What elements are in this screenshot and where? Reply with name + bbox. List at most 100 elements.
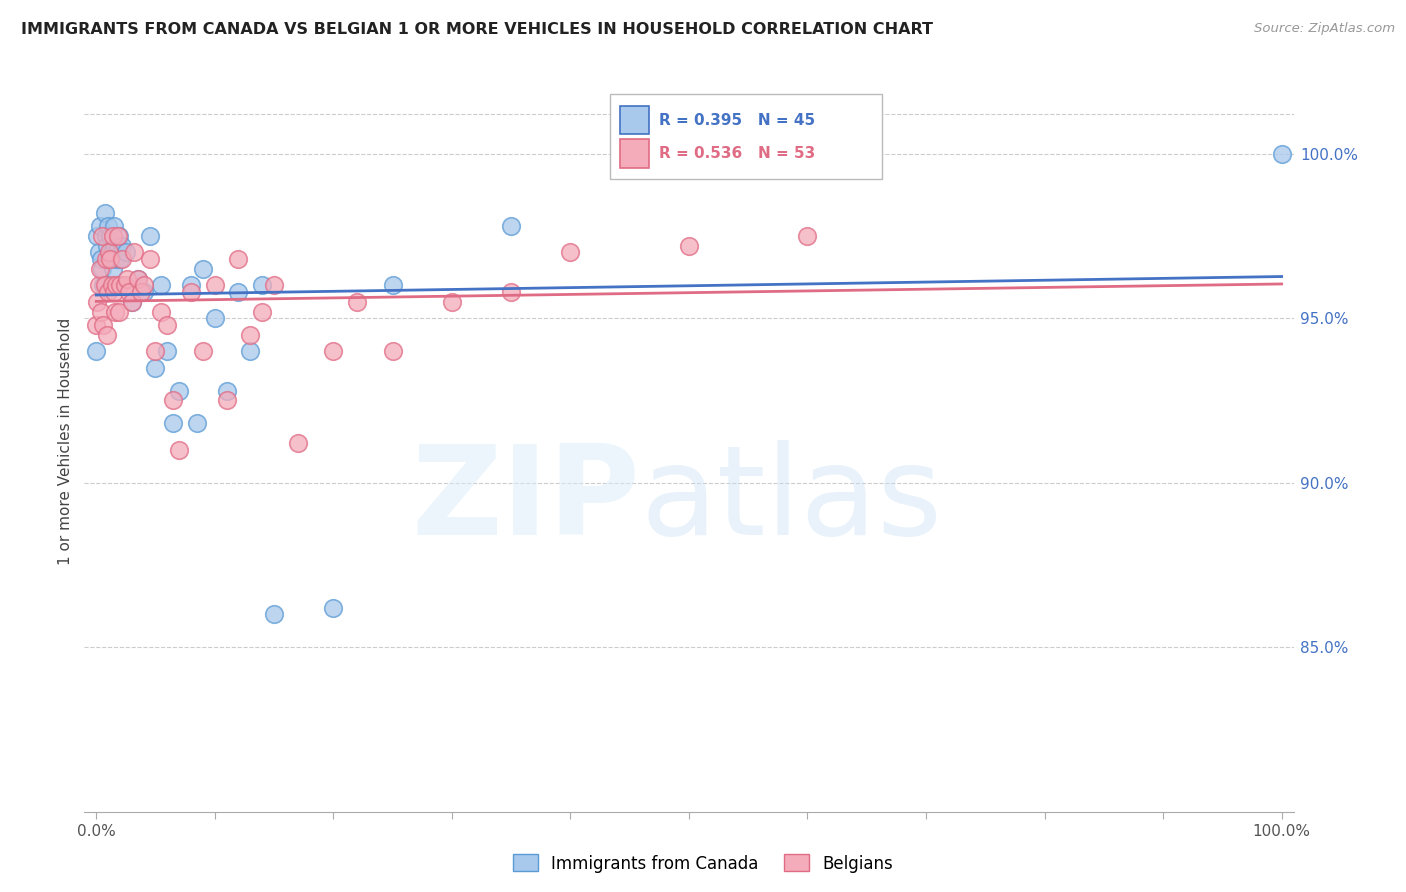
Point [91,318,114,332]
Point [501,219,523,233]
Point [96,239,118,253]
Point [100,245,122,260]
Point [381,278,404,293]
Text: R = 0.395   N = 45: R = 0.395 N = 45 [659,112,815,128]
Point [145,360,167,375]
Point [100,228,122,243]
Point [93,278,115,293]
Point [180,285,202,299]
Point [107,239,129,253]
Point [104,239,127,253]
Point [322,600,344,615]
Point [101,261,124,276]
Point [104,304,127,318]
Point [107,228,129,243]
Point [250,304,273,318]
Point [101,228,124,243]
Point [204,278,226,293]
Point [97,285,120,299]
Point [100,252,122,266]
Point [89,261,111,276]
Point [132,278,155,293]
Point [84,344,107,359]
Point [91,278,114,293]
Point [138,228,160,243]
Point [132,285,155,299]
Point [122,245,145,260]
Point [87,278,110,293]
FancyBboxPatch shape [620,106,650,135]
Point [287,436,309,450]
Point [96,327,118,342]
Point [84,318,107,332]
Point [560,245,582,260]
Point [796,228,818,243]
Point [90,252,112,266]
Point [111,252,134,266]
Point [89,219,111,233]
Point [162,417,184,431]
Text: ZIP: ZIP [412,441,641,561]
Point [228,285,250,299]
Point [108,252,131,266]
Point [100,278,122,293]
Point [239,327,262,342]
Point [250,278,273,293]
Legend: Immigrants from Canada, Belgians: Immigrants from Canada, Belgians [506,847,900,880]
Point [215,393,238,408]
Point [115,271,138,285]
Point [1271,146,1294,161]
Point [678,239,700,253]
Point [127,271,149,285]
Point [138,252,160,266]
FancyBboxPatch shape [620,139,650,168]
Y-axis label: 1 or more Vehicles in Household: 1 or more Vehicles in Household [58,318,73,566]
Point [239,344,262,359]
Text: IMMIGRANTS FROM CANADA VS BELGIAN 1 OR MORE VEHICLES IN HOUSEHOLD CORRELATION CH: IMMIGRANTS FROM CANADA VS BELGIAN 1 OR M… [21,22,934,37]
Point [105,252,128,266]
Point [90,304,112,318]
Point [191,344,214,359]
Point [121,294,143,309]
Point [94,228,117,243]
Point [91,228,114,243]
Text: Source: ZipAtlas.com: Source: ZipAtlas.com [1254,22,1395,36]
Point [129,285,152,299]
Point [263,607,285,622]
Point [263,278,285,293]
Point [204,311,226,326]
Point [97,219,120,233]
Point [98,245,121,260]
Point [322,344,344,359]
Point [440,294,463,309]
Point [103,285,125,299]
Point [107,304,129,318]
Point [115,245,138,260]
Point [381,344,404,359]
Point [346,294,368,309]
Point [118,285,141,299]
Point [127,271,149,285]
Point [167,442,190,457]
Point [145,344,167,359]
Point [150,304,173,318]
Point [86,294,108,309]
Text: R = 0.536   N = 53: R = 0.536 N = 53 [659,146,815,161]
Point [156,344,179,359]
Point [98,252,121,266]
FancyBboxPatch shape [610,94,883,178]
Point [91,261,114,276]
Point [94,252,117,266]
Point [215,384,238,398]
Point [108,278,131,293]
Point [107,228,129,243]
Point [228,252,250,266]
Point [191,261,214,276]
Point [180,278,202,293]
Point [114,278,136,293]
Point [105,278,128,293]
Point [162,393,184,408]
Point [501,285,523,299]
Point [150,278,173,293]
Point [86,228,108,243]
